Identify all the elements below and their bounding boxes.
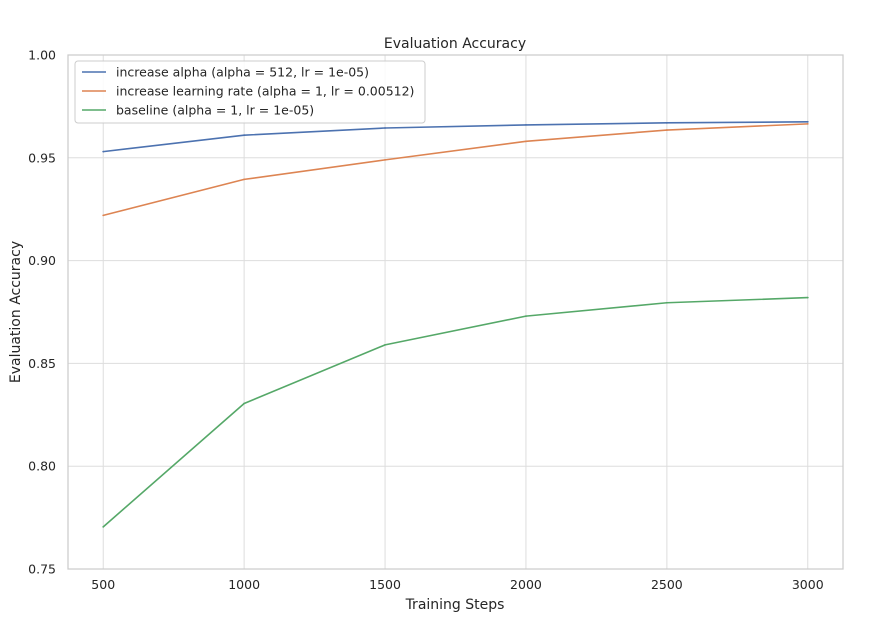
x-tick-label: 500 [91, 577, 115, 592]
x-axis-title: Training Steps [405, 597, 505, 613]
chart-title: Evaluation Accuracy [384, 36, 526, 52]
y-tick-label: 0.80 [28, 459, 56, 474]
series-3-point [243, 402, 246, 405]
series-3-point [665, 301, 668, 304]
series-1-point [102, 150, 105, 153]
series-1-point [243, 134, 246, 137]
legend-label: increase alpha (alpha = 512, lr = 1e-05) [116, 65, 369, 80]
series-3-point [525, 315, 527, 318]
series-2-point [102, 214, 105, 217]
series-1-point [525, 124, 527, 126]
legend: increase alpha (alpha = 512, lr = 1e-05)… [74, 60, 426, 124]
series-1-point [384, 127, 386, 129]
series-1-point [665, 121, 668, 124]
series-1-point [806, 120, 809, 123]
x-tick-label: 1500 [369, 577, 401, 592]
x-tick-label: 2000 [510, 577, 542, 592]
series-3-point [384, 343, 386, 346]
series-line-2 [103, 123, 808, 217]
y-tick-label: 1.00 [28, 48, 56, 63]
series-2-point [243, 178, 246, 181]
y-tick-label: 0.75 [28, 562, 56, 577]
x-tick-label: 1000 [228, 577, 260, 592]
series-2-point [806, 122, 809, 125]
series-2-point [665, 129, 668, 131]
legend-label: increase learning rate (alpha = 1, lr = … [116, 84, 414, 99]
series-2-point [525, 140, 527, 143]
series-line-3 [102, 296, 808, 528]
x-tick-label: 3000 [792, 577, 824, 592]
y-axis-title: Evaluation Accuracy [8, 241, 24, 383]
series-3-point [806, 296, 809, 299]
y-tick-label: 0.85 [28, 356, 56, 371]
y-tick-label: 0.95 [28, 150, 56, 165]
series-line-1 [103, 121, 808, 153]
series-3-point [102, 525, 105, 528]
x-tick-label: 2500 [651, 577, 683, 592]
legend-label: baseline (alpha = 1, lr = 1e-05) [116, 103, 314, 118]
y-tick-label: 0.90 [28, 253, 56, 268]
grid-layer [68, 54, 843, 570]
plot-frame [67, 54, 844, 570]
series-2-point [384, 158, 386, 161]
legend-box [74, 60, 426, 124]
tick-layer: 500 1000 1500 2000 2500 3000 0.75 0.80 0.85 0.90 0… [28, 48, 824, 593]
series-layer [102, 120, 809, 528]
